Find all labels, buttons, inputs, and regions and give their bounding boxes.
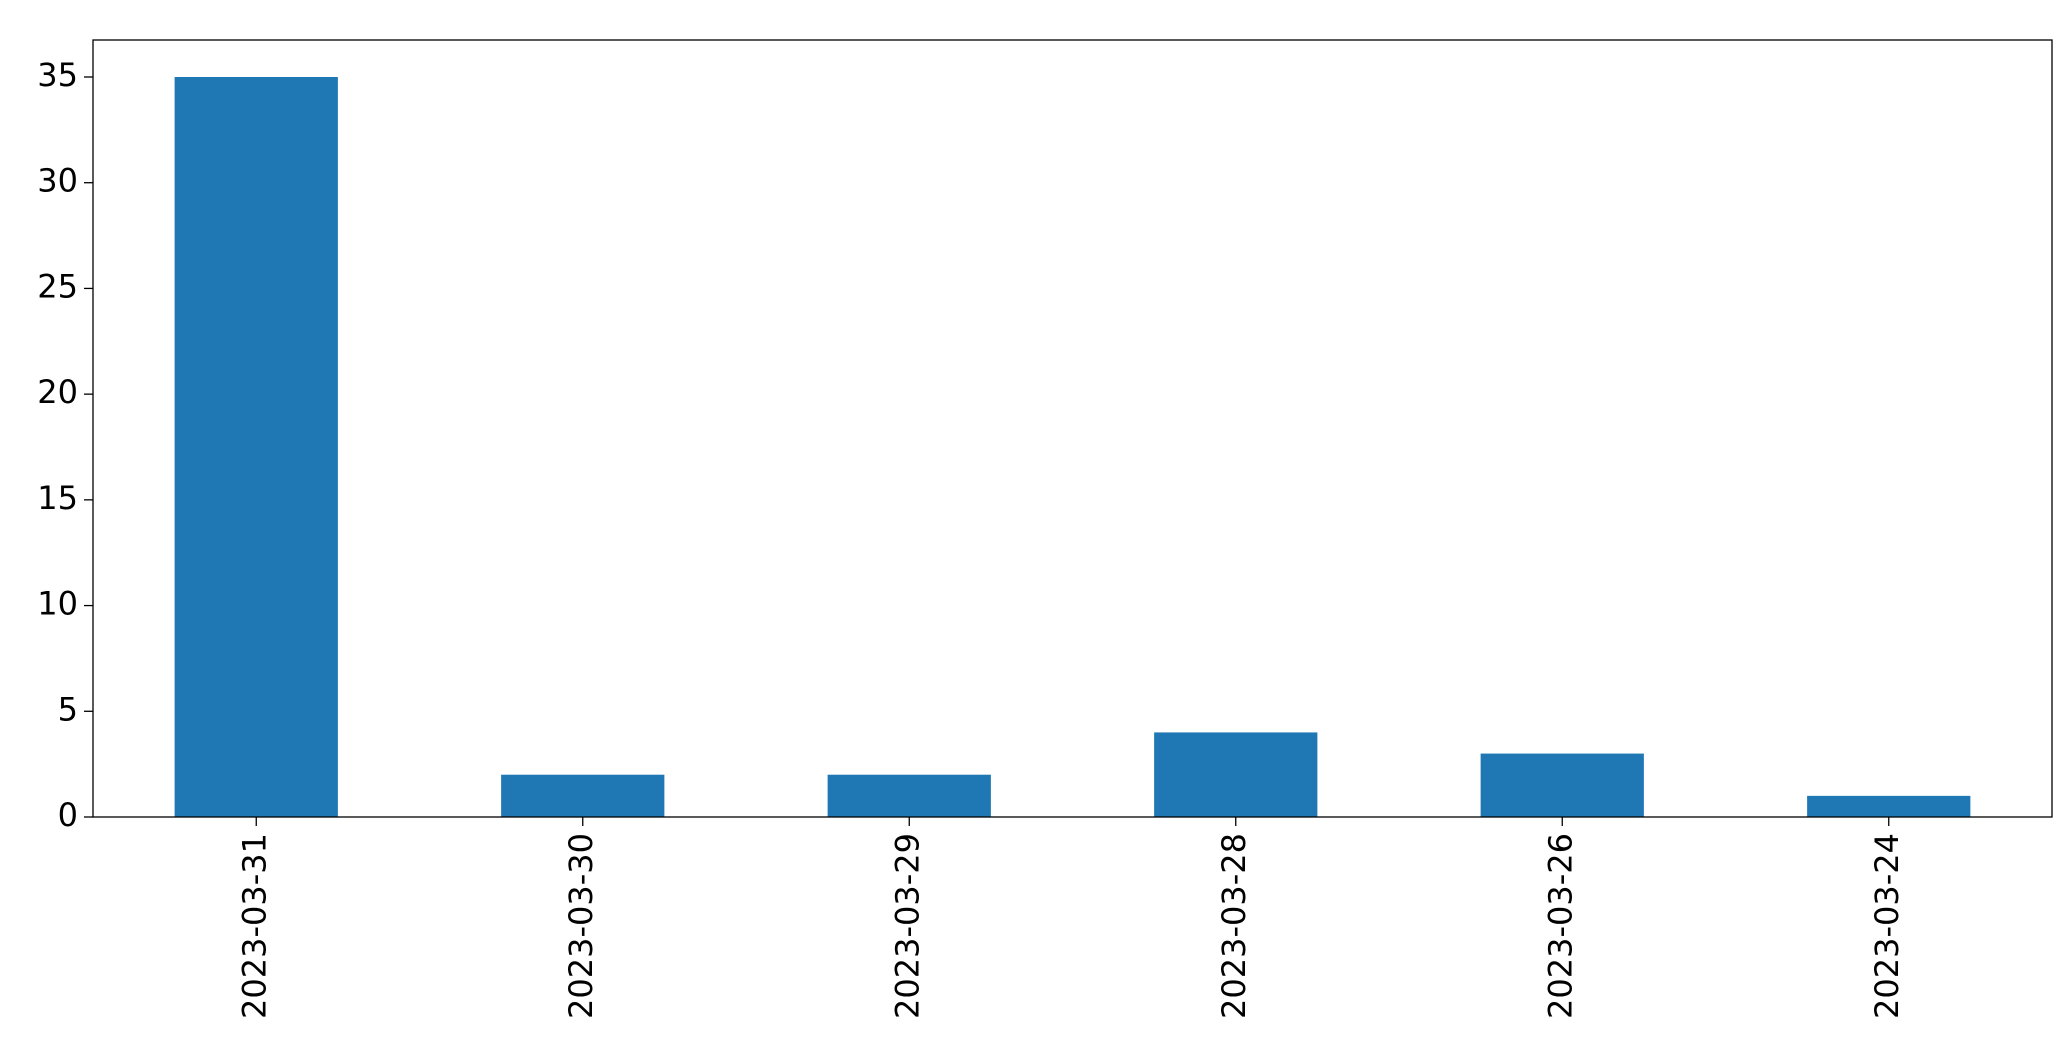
plot-frame — [92, 39, 2053, 818]
bar — [1154, 732, 1318, 817]
y-tick-label: 0 — [58, 796, 78, 834]
y-tick-label: 10 — [37, 585, 78, 623]
bar — [174, 77, 338, 817]
x-tick-label: 2023-03-29 — [888, 833, 926, 1019]
y-tick-label: 30 — [37, 162, 78, 200]
y-tick-label: 35 — [37, 56, 78, 94]
y-tick-label: 15 — [37, 479, 78, 517]
bar — [501, 774, 665, 817]
x-tick-label: 2023-03-24 — [1868, 833, 1906, 1019]
bar — [1480, 753, 1644, 817]
y-tick-label: 5 — [58, 690, 78, 728]
x-tick-label: 2023-03-28 — [1215, 833, 1253, 1019]
x-tick-label: 2023-03-31 — [235, 833, 273, 1019]
x-tick-label: 2023-03-26 — [1541, 833, 1579, 1019]
x-tick-label: 2023-03-30 — [562, 833, 600, 1019]
y-tick-label: 20 — [37, 373, 78, 411]
bar — [1807, 795, 1971, 817]
y-tick-label: 25 — [37, 267, 78, 305]
bar — [827, 774, 991, 817]
